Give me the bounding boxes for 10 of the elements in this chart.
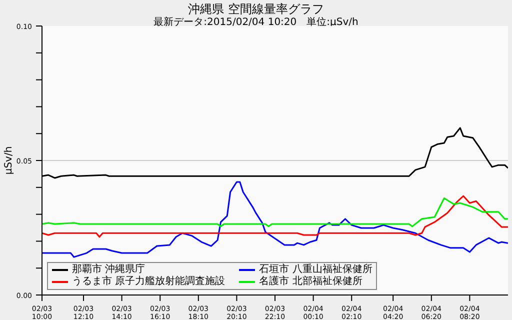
chart-title: 沖縄県 空間線量率グラフ	[187, 1, 325, 17]
line-series	[42, 197, 508, 228]
legend-label: 石垣市 八重山福祉保健所	[259, 264, 372, 276]
line-series	[42, 195, 508, 238]
legend-label: 那覇市 沖縄県庁	[72, 264, 146, 276]
line-series	[42, 181, 508, 258]
legend-label: うるま市 原子力艦放射能調査施設	[72, 276, 226, 288]
chart-subtitle: 最新データ:2015/02/04 10:20 単位:μSv/h	[154, 17, 358, 28]
legend-label: 名護市 北部福祉保健所	[259, 276, 362, 288]
y-axis-title: μSv/h	[4, 146, 15, 175]
